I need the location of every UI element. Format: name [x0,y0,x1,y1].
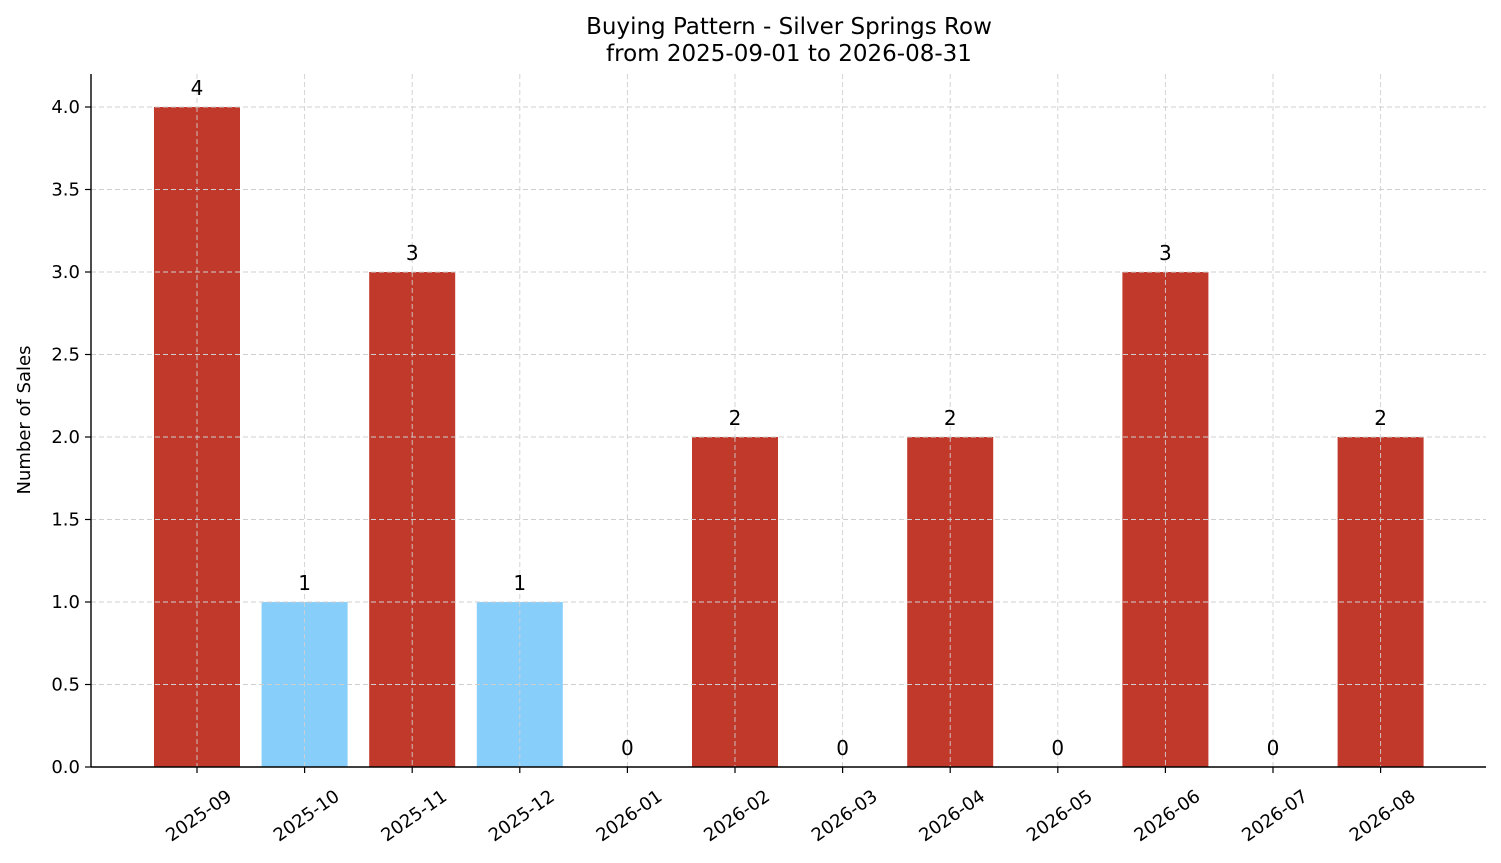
data-label-2026-06: 3 [1159,241,1172,265]
data-label-2026-07: 0 [1267,736,1280,760]
data-label-2025-09: 4 [191,76,204,100]
data-label-2026-04: 2 [944,406,957,430]
bars [91,106,1486,768]
x-tick-label: 2026-06 [1131,786,1205,846]
x-tick-label: 2026-05 [1023,786,1097,846]
x-tick-label: 2026-07 [1238,786,1312,846]
x-tick-label: 2026-08 [1346,786,1420,846]
data-label-2025-12: 1 [513,571,526,595]
y-tick-label: 1.5 [51,510,80,531]
x-tick-label: 2025-10 [270,786,344,846]
x-tick-label: 2025-11 [377,786,451,846]
data-label-2026-05: 0 [1051,736,1064,760]
y-tick-label: 2.5 [51,345,80,366]
data-label-2025-10: 1 [298,571,311,595]
y-tick-label: 0.0 [51,757,80,778]
data-label-2025-11: 3 [406,241,419,265]
y-axis-label: Number of Sales [14,345,35,494]
x-tick-label: 2025-09 [162,786,236,846]
x-tick-label: 2026-03 [808,786,882,846]
data-labels: 4 1 3 1 0 2 0 2 0 3 0 2 [191,76,1387,760]
data-label-2026-03: 0 [836,736,849,760]
y-tick-label: 2.0 [51,427,80,448]
y-tick-label: 4.0 [51,97,80,118]
y-tick-label: 3.0 [51,262,80,283]
chart-subtitle: from 2025-09-01 to 2026-08-31 [606,41,972,67]
x-tick-label: 2025-12 [485,786,559,846]
y-tick-label: 3.5 [51,180,80,201]
x-tick-label: 2026-02 [700,786,774,846]
y-tick-label: 1.0 [51,592,80,613]
data-label-2026-01: 0 [621,736,634,760]
x-tick-label: 2026-04 [915,786,989,846]
y-tick-label: 0.5 [51,675,80,696]
data-label-2026-08: 2 [1374,406,1387,430]
data-label-2026-02: 2 [729,406,742,430]
chart-title: Buying Pattern - Silver Springs Row [586,14,992,40]
x-tick-label: 2026-01 [593,786,667,846]
